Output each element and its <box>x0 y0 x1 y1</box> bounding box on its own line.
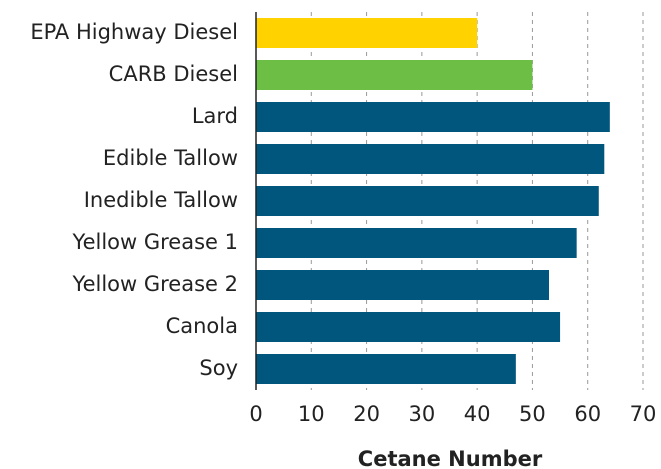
bar <box>256 186 599 216</box>
x-tick-label: 10 <box>298 402 325 426</box>
y-tick-label: CARB Diesel <box>109 62 238 86</box>
bar <box>256 144 605 174</box>
x-tick-label: 50 <box>519 402 546 426</box>
y-tick-label: Edible Tallow <box>103 146 238 170</box>
y-tick-label: Lard <box>192 104 238 128</box>
y-tick-label: Canola <box>166 314 238 338</box>
y-tick-label: Soy <box>199 356 238 380</box>
y-tick-label: EPA Highway Diesel <box>30 20 238 44</box>
y-tick-label: Yellow Grease 2 <box>72 272 238 296</box>
bar <box>256 354 516 384</box>
x-tick-label: 20 <box>353 402 380 426</box>
bar <box>256 270 550 300</box>
x-tick-label: 0 <box>249 402 262 426</box>
x-tick-label: 30 <box>408 402 435 426</box>
bar <box>256 102 610 132</box>
y-tick-label: Yellow Grease 1 <box>72 230 238 254</box>
bar <box>256 18 478 48</box>
x-tick-label: 70 <box>630 402 657 426</box>
bar <box>256 228 577 258</box>
bar <box>256 312 561 342</box>
y-tick-label: Inedible Tallow <box>84 188 238 212</box>
bar <box>256 60 533 90</box>
x-tick-label: 60 <box>574 402 601 426</box>
x-tick-label: 40 <box>464 402 491 426</box>
x-axis-title: Cetane Number <box>358 447 543 469</box>
